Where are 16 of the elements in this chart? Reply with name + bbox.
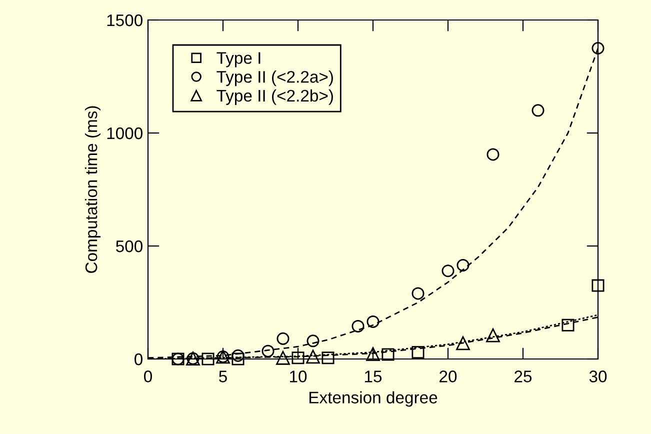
x-tick-label: 0 (144, 370, 152, 382)
x-axis-title: Extension degree (310, 391, 438, 407)
y-tick-label: 500 (116, 240, 142, 252)
y-tick-label: 1500 (107, 14, 142, 26)
x-tick-label: 30 (589, 370, 607, 382)
x-tick-label: 15 (365, 370, 382, 382)
x-tick-label: 10 (290, 370, 307, 382)
x-tick-label: 20 (440, 370, 457, 382)
legend-label: Type II (<2.2a>) (216, 70, 333, 86)
y-axis-title: Computation time (ms) (84, 106, 101, 273)
y-tick-label: 1000 (107, 127, 142, 140)
y-tick-label: 0 (134, 353, 142, 366)
legend-label: Type I (216, 52, 260, 68)
x-tick-label: 25 (514, 370, 532, 382)
x-tick-label: 5 (219, 370, 227, 382)
legend-label: Type II (<2.2b>) (216, 89, 333, 105)
